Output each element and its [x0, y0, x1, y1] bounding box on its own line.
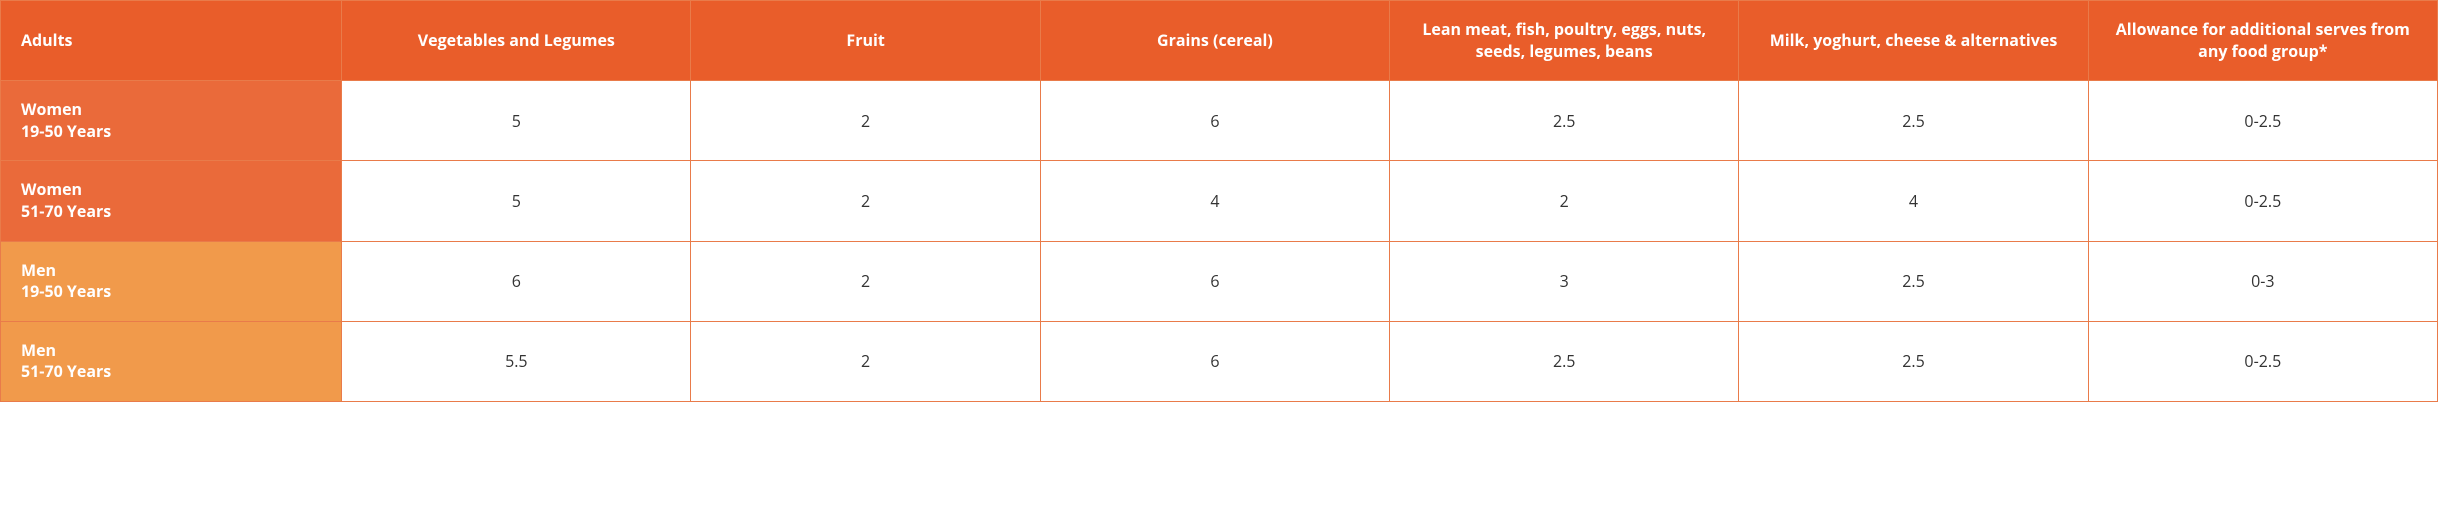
row-head-men-51-70: Men 51-70 Years [1, 321, 342, 401]
cell-value: 5 [342, 81, 691, 161]
col-header-grains: Grains (cereal) [1040, 1, 1389, 81]
table-row: Men 19-50 Years 6 2 6 3 2.5 0-3 [1, 241, 2438, 321]
cell-value: 6 [1040, 241, 1389, 321]
table-row: Men 51-70 Years 5.5 2 6 2.5 2.5 0-2.5 [1, 321, 2438, 401]
col-header-vegetables: Vegetables and Legumes [342, 1, 691, 81]
cell-value: 5.5 [342, 321, 691, 401]
cell-value: 0-2.5 [2088, 161, 2437, 241]
cell-value: 2 [691, 161, 1040, 241]
row-head-line1: Women [21, 99, 321, 121]
row-head-women-51-70: Women 51-70 Years [1, 161, 342, 241]
dietary-serves-table: Adults Vegetables and Legumes Fruit Grai… [0, 0, 2438, 402]
cell-value: 0-2.5 [2088, 321, 2437, 401]
cell-value: 6 [342, 241, 691, 321]
col-header-fruit: Fruit [691, 1, 1040, 81]
cell-value: 2 [691, 241, 1040, 321]
row-head-women-19-50: Women 19-50 Years [1, 81, 342, 161]
row-head-line2: 19-50 Years [21, 281, 321, 303]
cell-value: 2.5 [1739, 241, 2088, 321]
row-head-line2: 51-70 Years [21, 361, 321, 383]
cell-value: 2 [691, 81, 1040, 161]
cell-value: 2.5 [1739, 321, 2088, 401]
cell-value: 6 [1040, 81, 1389, 161]
cell-value: 4 [1040, 161, 1389, 241]
table-row: Women 19-50 Years 5 2 6 2.5 2.5 0-2.5 [1, 81, 2438, 161]
cell-value: 0-3 [2088, 241, 2437, 321]
table-row: Women 51-70 Years 5 2 4 2 4 0-2.5 [1, 161, 2438, 241]
cell-value: 2.5 [1390, 321, 1739, 401]
table-body: Women 19-50 Years 5 2 6 2.5 2.5 0-2.5 Wo… [1, 81, 2438, 402]
row-head-line1: Men [21, 260, 321, 282]
cell-value: 3 [1390, 241, 1739, 321]
cell-value: 4 [1739, 161, 2088, 241]
row-head-line1: Men [21, 340, 321, 362]
cell-value: 5 [342, 161, 691, 241]
cell-value: 2 [691, 321, 1040, 401]
row-head-line1: Women [21, 179, 321, 201]
cell-value: 2 [1390, 161, 1739, 241]
col-header-adults: Adults [1, 1, 342, 81]
row-head-men-19-50: Men 19-50 Years [1, 241, 342, 321]
col-header-allowance: Allowance for additional serves from any… [2088, 1, 2437, 81]
cell-value: 6 [1040, 321, 1389, 401]
cell-value: 2.5 [1739, 81, 2088, 161]
cell-value: 2.5 [1390, 81, 1739, 161]
col-header-meat: Lean meat, fish, poultry, eggs, nuts, se… [1390, 1, 1739, 81]
col-header-dairy: Milk, yoghurt, cheese & alternatives [1739, 1, 2088, 81]
row-head-line2: 19-50 Years [21, 121, 321, 143]
table-header-row: Adults Vegetables and Legumes Fruit Grai… [1, 1, 2438, 81]
row-head-line2: 51-70 Years [21, 201, 321, 223]
cell-value: 0-2.5 [2088, 81, 2437, 161]
